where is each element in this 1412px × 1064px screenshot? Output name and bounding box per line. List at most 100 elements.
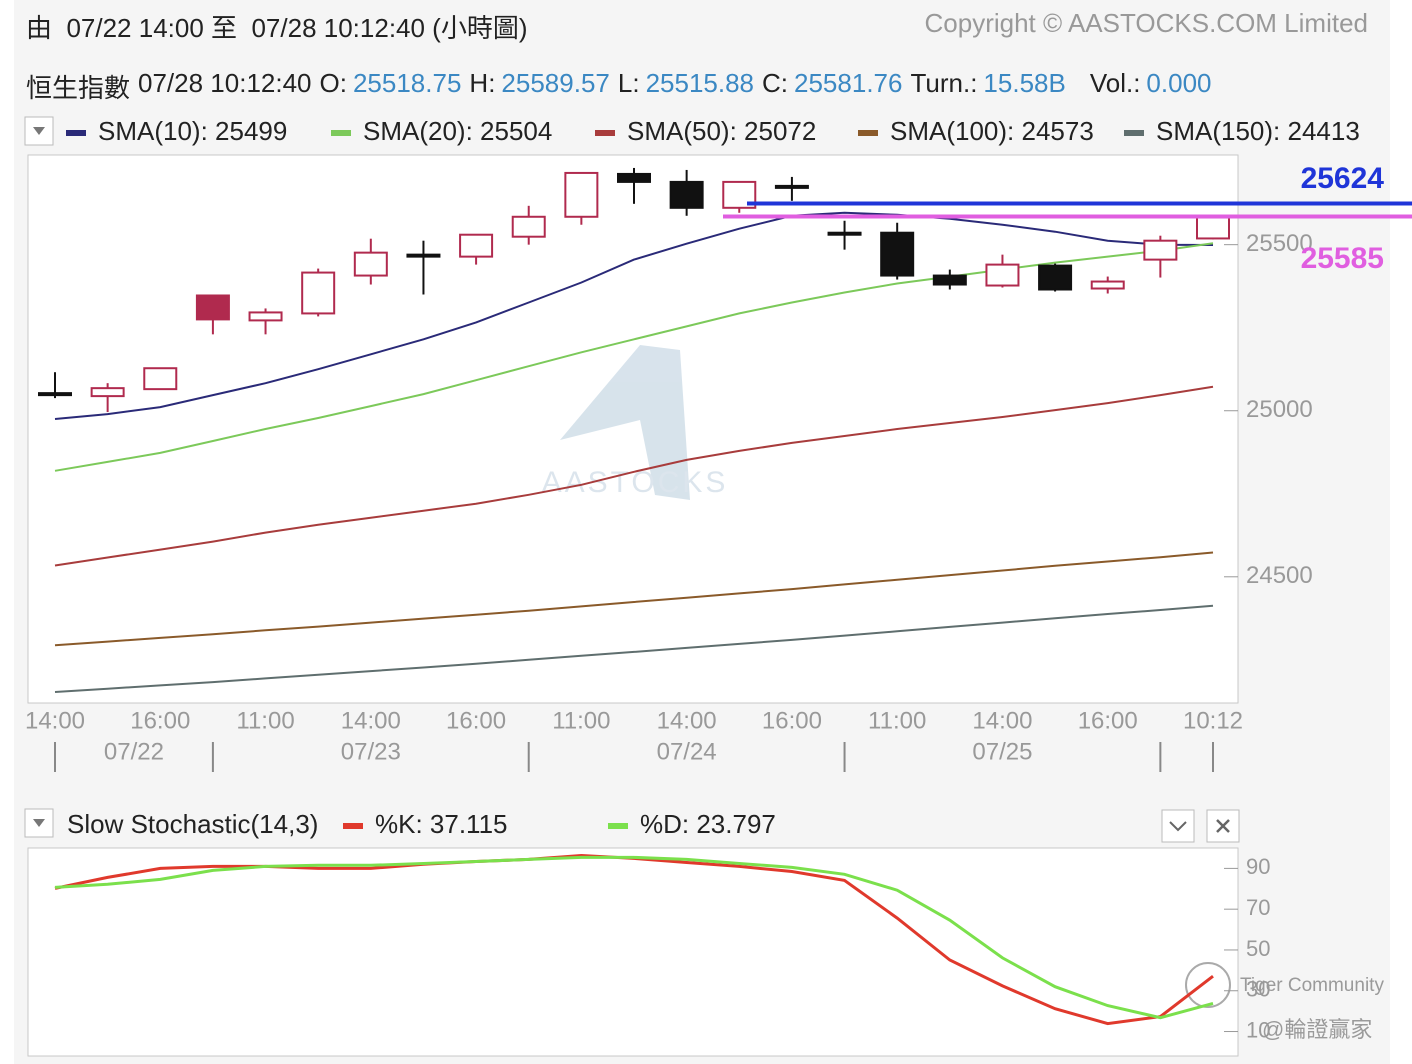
quote-label: O: <box>319 68 347 98</box>
watermark-icon <box>1185 962 1231 1008</box>
x-tick-label: 16:00 <box>446 707 506 734</box>
stoch-plot <box>27 847 1239 1057</box>
candle-body <box>301 271 336 315</box>
candle-body <box>617 172 651 183</box>
dropdown-arrow <box>33 819 45 827</box>
watermark-text: Tiger Community <box>1240 975 1384 996</box>
candle-body <box>511 215 546 238</box>
candle-body <box>90 387 125 398</box>
legend-swatch <box>66 130 86 136</box>
x-tick-label: 16:00 <box>130 707 190 734</box>
legend-label: SMA(20): 25504 <box>363 116 552 146</box>
quote-value: 25515.88 <box>645 68 755 98</box>
quote-value: 25518.75 <box>352 68 462 98</box>
quote-value: 25589.57 <box>501 68 610 98</box>
quote-line: 恒生指數 07/28 10:12:40 O: 25518.75 H: 25589.57… <box>26 68 1212 105</box>
candle-body <box>1196 216 1230 240</box>
legend-label: %K: 37.115 <box>375 809 508 839</box>
candle-body <box>564 171 599 218</box>
x-tick-label: 14:00 <box>341 707 401 734</box>
sma-line <box>54 604 1214 693</box>
quote-field: Turn.: 15.58B <box>910 68 1065 105</box>
quote-label: Vol.: <box>1089 68 1141 98</box>
legend-label: SMA(50): 25072 <box>627 116 816 146</box>
candle-body <box>774 184 809 189</box>
legend-swatch <box>1124 130 1144 136</box>
date-label: 07/23 <box>341 738 401 765</box>
x-tick-label: 14:00 <box>657 707 717 734</box>
reference-label: 25585 <box>1301 242 1384 275</box>
candle-body <box>827 231 862 236</box>
quote-value: 15.58B <box>983 68 1066 98</box>
sma-line <box>54 385 1214 567</box>
quote-value: 25581.76 <box>794 68 903 98</box>
candle-body <box>195 294 230 321</box>
collapse-button[interactable] <box>1161 809 1195 843</box>
x-tick-label: 14:00 <box>25 707 85 734</box>
quote-label: Turn.: <box>910 68 978 98</box>
quote-field: O: 25518.75 <box>320 68 462 105</box>
legend-label: SMA(100): 24573 <box>890 116 1094 146</box>
x-tick-label: 10:12 <box>1183 707 1243 734</box>
header: 由 07/22 14:00 至 07/28 10:12:40 (小時圖) Cop… <box>26 8 1368 45</box>
date-label: 07/22 <box>104 738 164 765</box>
y-tick-label: 90 <box>1246 854 1270 879</box>
legend-label: %D: 23.797 <box>640 809 776 839</box>
close-icon <box>1216 819 1230 833</box>
indicator-line <box>54 855 1214 1020</box>
main-plot <box>27 154 1239 704</box>
quote-label: L: <box>617 68 640 98</box>
x-tick-label: 11:00 <box>552 707 610 734</box>
sma-line <box>54 242 1214 472</box>
candle-body <box>880 231 915 277</box>
x-tick-label: 14:00 <box>972 707 1032 734</box>
y-tick-label: 50 <box>1246 936 1270 961</box>
candle-body <box>248 311 283 322</box>
sma-line <box>54 211 1214 420</box>
panel-title: Slow Stochastic(14,3) <box>67 809 318 839</box>
quote-value: 0.000 <box>1146 68 1212 98</box>
legend-swatch <box>343 823 363 829</box>
logo-shape <box>560 345 690 500</box>
date-label: 07/25 <box>972 738 1032 765</box>
reference-label: 25624 <box>1301 162 1385 195</box>
legend-swatch <box>608 823 628 829</box>
candle-body <box>932 274 967 286</box>
y-tick-label: 30 <box>1246 977 1270 1002</box>
y-tick-label: 70 <box>1246 895 1270 920</box>
quote-field: L: 25515.88 <box>618 68 754 105</box>
dropdown-arrow <box>33 127 45 135</box>
x-tick-label: 16:00 <box>1078 707 1138 734</box>
legend-swatch <box>331 130 351 136</box>
y-tick-label: 24500 <box>1246 562 1313 589</box>
legend-swatch <box>595 130 615 136</box>
candle-body <box>459 233 494 258</box>
x-tick-label: 16:00 <box>762 707 822 734</box>
candle-body <box>669 180 704 209</box>
watermark-text: @輪證贏家 <box>1262 1017 1372 1042</box>
copyright: Copyright © AASTOCKS.COM Limited <box>924 8 1369 38</box>
candle-body <box>143 367 178 391</box>
collapse-icon <box>1169 821 1187 832</box>
candle-body <box>1090 280 1125 290</box>
x-tick-label: 11:00 <box>236 707 294 734</box>
candle-body <box>1143 239 1178 261</box>
quote-label: H: <box>469 68 496 98</box>
candle-body <box>985 263 1020 287</box>
x-tick-label: 11:00 <box>868 707 926 734</box>
quote-name: 恒生指數 <box>26 73 131 103</box>
quote-field: C: 25581.76 <box>762 68 902 105</box>
y-tick-label: 25000 <box>1246 396 1313 423</box>
legend-label: SMA(10): 25499 <box>98 116 287 146</box>
quote-time: 07/28 10:12:40 <box>138 68 312 98</box>
candle-body <box>1038 264 1073 291</box>
candle-body <box>353 251 388 277</box>
legend-swatch <box>858 130 878 136</box>
quote-field: Vol.: 0.000 <box>1090 68 1212 105</box>
candle-body <box>406 253 441 258</box>
quote-field: H: 25589.57 <box>469 68 609 105</box>
quote-label: C: <box>762 68 789 98</box>
